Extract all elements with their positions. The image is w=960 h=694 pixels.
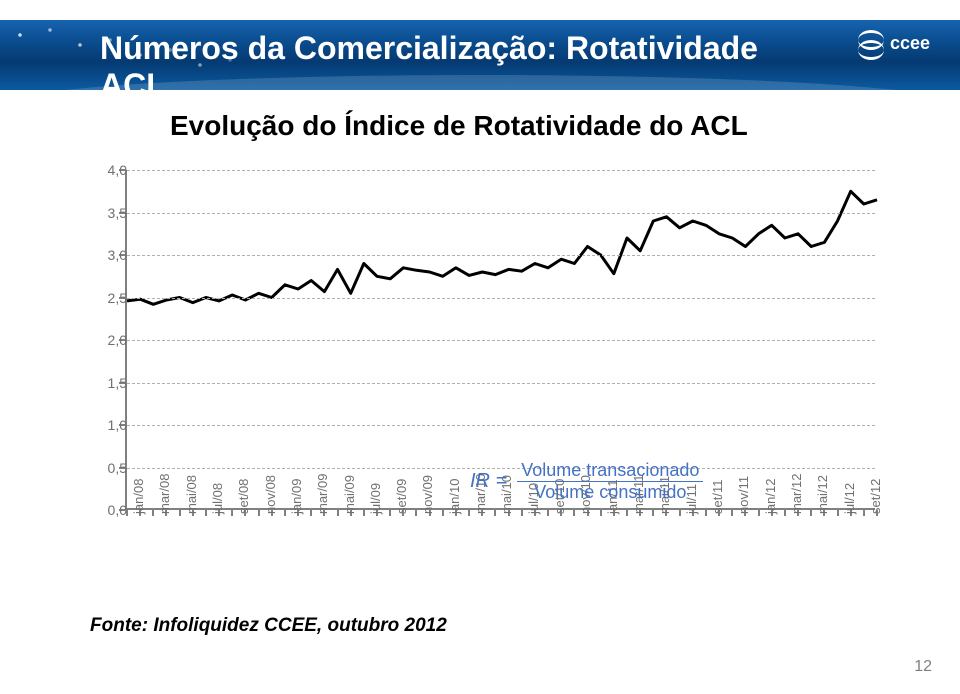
xtick-label: mai/09 xyxy=(342,469,357,514)
xtick-mark xyxy=(258,510,260,516)
xtick-label: mai/08 xyxy=(184,469,199,514)
ytick-label: 2,0 xyxy=(108,332,127,348)
page-number: 12 xyxy=(914,658,932,676)
xtick-mark xyxy=(337,510,339,516)
xtick-label: set/11 xyxy=(710,474,725,514)
xtick-label: jan/10 xyxy=(447,473,462,514)
xtick-mark xyxy=(784,510,786,516)
xtick-mark xyxy=(179,510,181,516)
formula: IR = Volume transacionado Volume consumi… xyxy=(470,460,703,503)
series-line xyxy=(127,191,877,304)
xtick-mark xyxy=(600,510,602,516)
xtick-label: set/08 xyxy=(236,473,251,514)
xtick-mark xyxy=(810,510,812,516)
xtick-mark xyxy=(837,510,839,516)
gridline xyxy=(127,340,875,341)
formula-denominator: Volume consumido xyxy=(517,482,703,503)
xtick-mark xyxy=(521,510,523,516)
brand-logo-text: ccee xyxy=(890,33,930,54)
xtick-mark xyxy=(389,510,391,516)
xtick-mark xyxy=(205,510,207,516)
xtick-label: jul/09 xyxy=(368,477,383,514)
xtick-label: jan/12 xyxy=(763,473,778,514)
page-title: Números da Comercialização: Rotatividade… xyxy=(100,30,830,104)
xtick-mark xyxy=(363,510,365,516)
ytick-label: 1,5 xyxy=(108,375,127,391)
xtick-label: mai/12 xyxy=(815,469,830,514)
xtick-mark xyxy=(705,510,707,516)
xtick-label: nov/08 xyxy=(263,469,278,514)
xtick-mark xyxy=(152,510,154,516)
formula-lhs: IR = xyxy=(470,470,507,493)
xtick-mark xyxy=(758,510,760,516)
xtick-mark xyxy=(494,510,496,516)
xtick-mark xyxy=(863,510,865,516)
line-chart: jan/08 mar/08 mai/08 jul/08 set/08 nov/08 jan/… xyxy=(75,160,885,590)
xtick-mark xyxy=(415,510,417,516)
xtick-mark xyxy=(626,510,628,516)
xtick-label: jan/08 xyxy=(131,473,146,514)
xtick-label: nov/11 xyxy=(736,470,751,514)
xtick-label: jan/09 xyxy=(289,473,304,514)
gridline xyxy=(127,213,875,214)
xtick-label: set/09 xyxy=(394,473,409,514)
ytick-label: 3,0 xyxy=(108,247,127,263)
xtick-mark xyxy=(231,510,233,516)
xtick-mark xyxy=(284,510,286,516)
xtick-label: mar/12 xyxy=(789,468,804,514)
ccee-logo-icon xyxy=(858,30,884,56)
ytick-label: 0,0 xyxy=(108,502,127,518)
formula-numerator: Volume transacionado xyxy=(517,460,703,482)
xtick-label: jul/08 xyxy=(210,477,225,514)
xtick-label: mar/09 xyxy=(315,468,330,514)
xtick-mark xyxy=(679,510,681,516)
xtick-label: set/12 xyxy=(868,473,883,514)
source-note: Fonte: Infoliquidez CCEE, outubro 2012 xyxy=(90,615,447,637)
ytick-label: 3,5 xyxy=(108,205,127,221)
xtick-label: nov/09 xyxy=(420,469,435,514)
xtick-mark xyxy=(731,510,733,516)
chart-plot-area: jan/08mar/08mai/08jul/08set/08nov/08jan/… xyxy=(125,170,875,510)
xtick-mark xyxy=(652,510,654,516)
gridline xyxy=(127,425,875,426)
xtick-label: jul/12 xyxy=(842,477,857,514)
ytick-label: 0,5 xyxy=(108,460,127,476)
xtick-mark xyxy=(547,510,549,516)
ytick-label: 1,0 xyxy=(108,417,127,433)
gridline xyxy=(127,383,875,384)
ytick-label: 4,0 xyxy=(108,162,127,178)
chart-subtitle: Evolução do Índice de Rotatividade do AC… xyxy=(170,110,748,142)
brand-logo: ccee xyxy=(858,30,930,56)
gridline xyxy=(127,170,875,171)
gridline xyxy=(127,298,875,299)
xtick-mark xyxy=(468,510,470,516)
xtick-label: mar/08 xyxy=(157,468,172,514)
gridline xyxy=(127,255,875,256)
xtick-mark xyxy=(310,510,312,516)
xtick-mark xyxy=(573,510,575,516)
xtick-mark xyxy=(442,510,444,516)
formula-fraction: Volume transacionado Volume consumido xyxy=(517,460,703,503)
ytick-label: 2,5 xyxy=(108,290,127,306)
